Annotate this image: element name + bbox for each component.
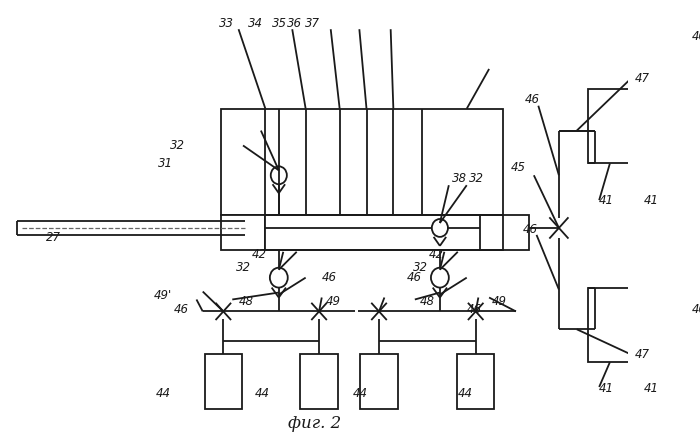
Bar bbox=[220, 109, 503, 215]
Text: 36: 36 bbox=[287, 17, 302, 30]
Text: 49: 49 bbox=[492, 295, 507, 308]
Text: 49: 49 bbox=[326, 295, 341, 308]
Text: 31: 31 bbox=[158, 157, 173, 170]
Text: 47: 47 bbox=[635, 73, 650, 85]
Text: 41: 41 bbox=[599, 194, 614, 207]
Bar bbox=[265, 215, 503, 250]
Text: 44: 44 bbox=[155, 387, 170, 400]
Bar bbox=[220, 215, 265, 250]
Text: 46: 46 bbox=[525, 93, 540, 106]
Text: 49': 49' bbox=[153, 289, 172, 302]
Text: 34: 34 bbox=[248, 17, 263, 30]
Text: 46: 46 bbox=[407, 271, 422, 284]
Text: 40: 40 bbox=[692, 303, 700, 316]
Text: 44: 44 bbox=[353, 387, 368, 400]
Text: 46: 46 bbox=[467, 303, 482, 316]
Text: 48: 48 bbox=[239, 295, 253, 308]
Bar bbox=[300, 354, 338, 409]
Text: 27: 27 bbox=[46, 231, 61, 244]
Text: 42: 42 bbox=[252, 248, 267, 261]
Text: 44: 44 bbox=[255, 387, 270, 400]
Text: 41: 41 bbox=[644, 382, 659, 396]
Bar bbox=[457, 354, 494, 409]
Text: 41: 41 bbox=[644, 194, 659, 207]
Text: 32: 32 bbox=[413, 261, 428, 274]
Text: 40: 40 bbox=[692, 29, 700, 43]
Text: 32: 32 bbox=[236, 261, 251, 274]
Text: 45: 45 bbox=[510, 161, 526, 174]
Text: 32: 32 bbox=[169, 139, 185, 152]
Text: 46: 46 bbox=[322, 271, 337, 284]
Text: 35: 35 bbox=[272, 17, 286, 30]
Bar bbox=[360, 354, 398, 409]
Bar bbox=[589, 288, 661, 362]
Text: 44: 44 bbox=[458, 387, 472, 400]
Text: 42: 42 bbox=[429, 248, 444, 261]
Text: 47: 47 bbox=[635, 348, 650, 361]
Text: фиг. 2: фиг. 2 bbox=[288, 415, 341, 432]
Text: 46: 46 bbox=[523, 224, 538, 236]
Text: 48: 48 bbox=[419, 295, 434, 308]
Text: 38: 38 bbox=[452, 172, 466, 185]
Bar bbox=[589, 89, 661, 163]
Text: 33: 33 bbox=[219, 17, 234, 30]
Bar bbox=[204, 354, 242, 409]
Bar bbox=[480, 215, 529, 250]
Text: 46: 46 bbox=[174, 303, 189, 316]
Text: 37: 37 bbox=[304, 17, 320, 30]
Text: 41: 41 bbox=[599, 382, 614, 396]
Text: 32: 32 bbox=[470, 172, 484, 185]
